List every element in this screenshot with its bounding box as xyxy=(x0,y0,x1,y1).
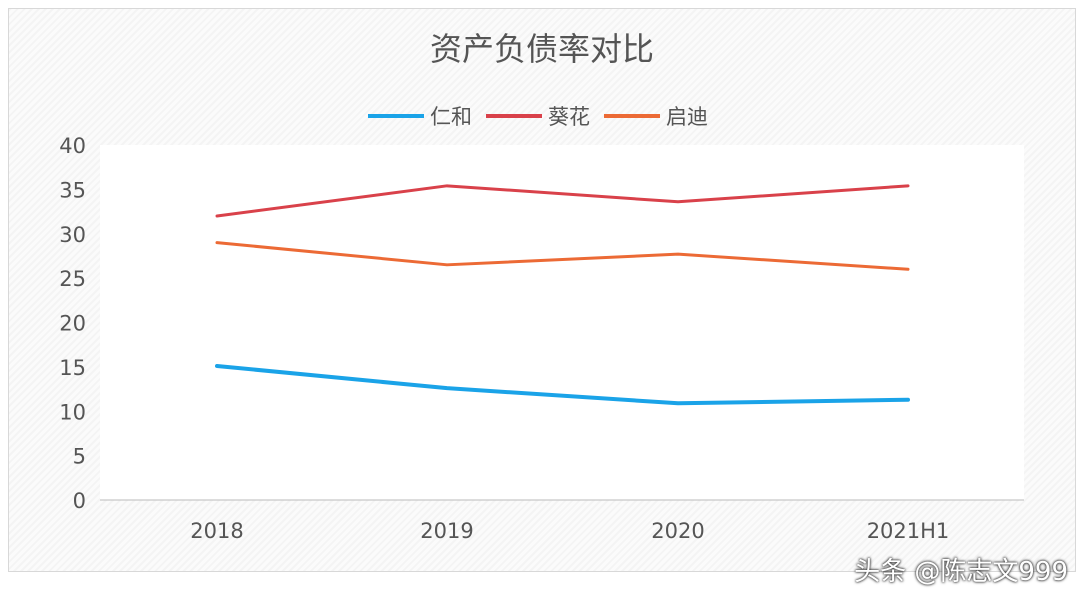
x-tick-label: 2019 xyxy=(420,519,473,543)
y-tick-label: 5 xyxy=(73,445,86,469)
legend-label-2: 启迪 xyxy=(666,105,708,129)
y-tick-label: 35 xyxy=(59,178,86,202)
x-tick-label: 2021H1 xyxy=(867,519,950,543)
x-tick-label: 2020 xyxy=(651,519,704,543)
legend-label-1: 葵花 xyxy=(548,105,590,129)
chart-title: 资产负债率对比 xyxy=(430,30,654,68)
y-tick-label: 30 xyxy=(59,223,86,247)
y-tick-label: 20 xyxy=(59,312,86,336)
y-tick-label: 25 xyxy=(59,267,86,291)
x-tick-label: 2018 xyxy=(190,519,243,543)
series-line-2 xyxy=(215,241,910,271)
plot-area xyxy=(100,145,1024,500)
watermark: 头条 @陈志文999 xyxy=(854,557,1068,587)
y-tick-label: 10 xyxy=(59,400,86,424)
series-line-1 xyxy=(215,184,910,218)
y-tick-label: 0 xyxy=(73,489,86,513)
y-tick-label: 15 xyxy=(59,356,86,380)
legend-label-0: 仁和 xyxy=(430,105,472,129)
series-line-0 xyxy=(215,363,910,406)
y-tick-label: 40 xyxy=(59,134,86,158)
